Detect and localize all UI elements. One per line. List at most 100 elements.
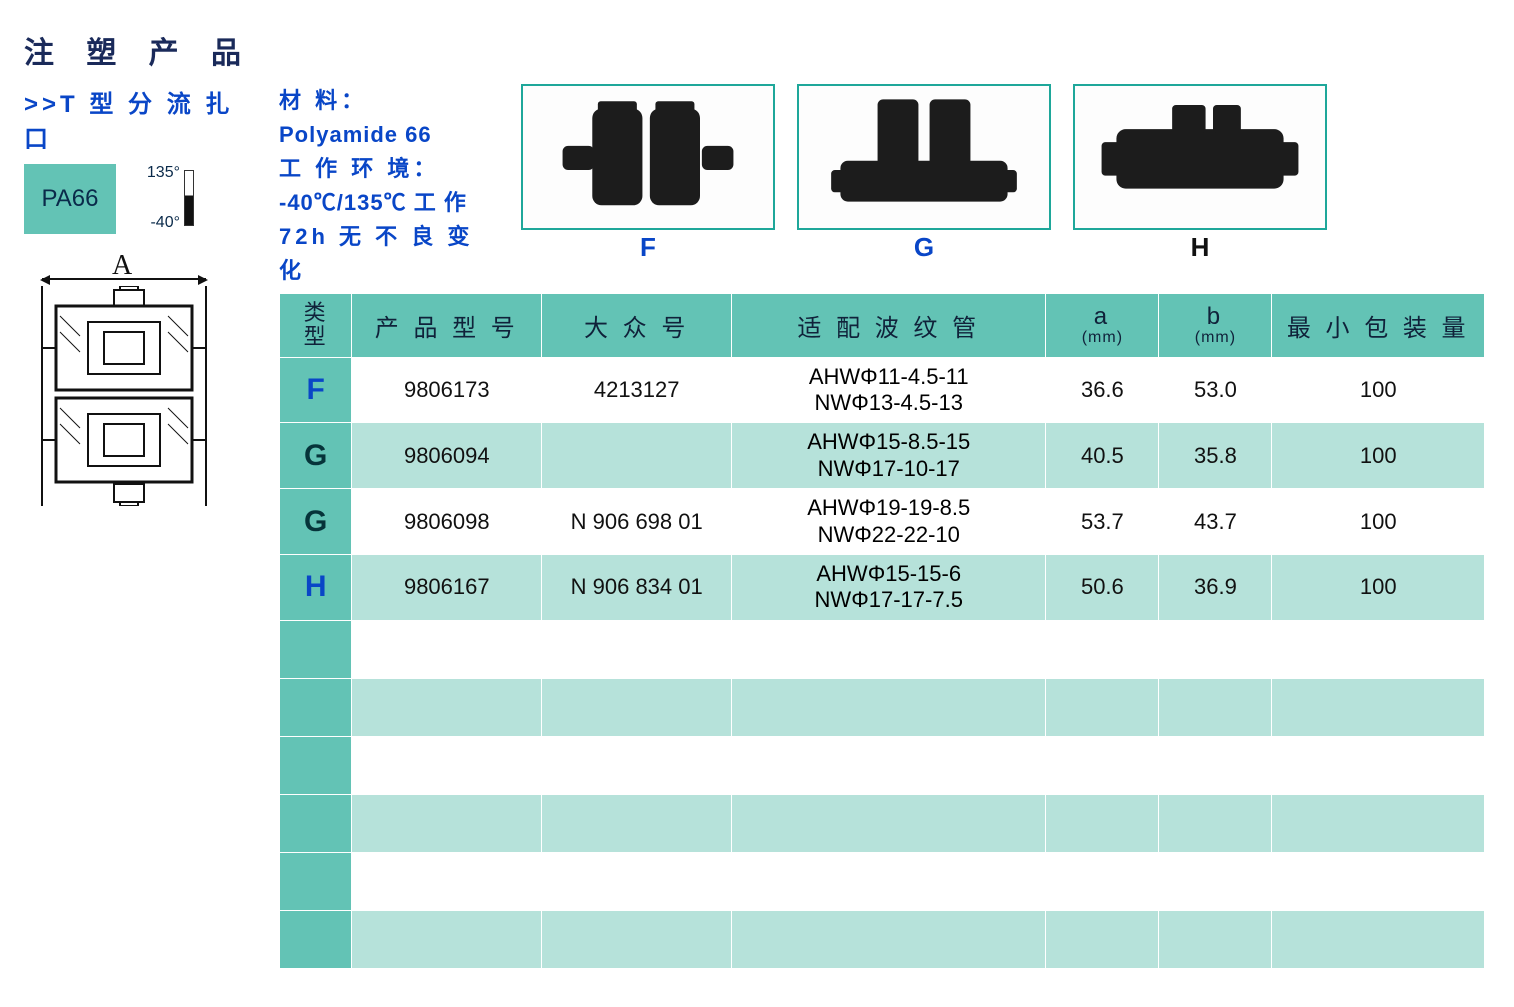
cell-type: F: [280, 357, 352, 423]
cell-empty: [352, 794, 542, 852]
table-row: F98061734213127AHWΦ11-4.5-11 NWΦ13-4.5-1…: [280, 357, 1485, 423]
cell-model: 9806094: [352, 423, 542, 489]
page-heading: 注 塑 产 品: [24, 28, 1490, 72]
cell-empty: [542, 910, 732, 968]
cell-empty: [1272, 678, 1485, 736]
cell-vw: N 906 834 01: [542, 554, 732, 620]
cell-empty: [732, 620, 1046, 678]
table-row: G9806098N 906 698 01AHWΦ19-19-8.5 NWΦ22-…: [280, 489, 1485, 555]
environment-line1: -40℃/135℃ 工 作: [279, 186, 499, 220]
product-image-caption-H: H: [1191, 232, 1210, 263]
left-column: >>T 型 分 流 扎 口 PA66 135° -40° A: [24, 84, 259, 516]
col-header-vw: 大 众 号: [542, 293, 732, 357]
material-label: 材 料：: [279, 84, 499, 118]
drawing-svg: [36, 286, 212, 506]
cell-type: H: [280, 554, 352, 620]
cell-empty: [280, 678, 352, 736]
cell-empty: [1272, 852, 1485, 910]
product-image-card-H: H: [1073, 84, 1327, 263]
cell-empty: [732, 736, 1046, 794]
cell-a: 50.6: [1046, 554, 1159, 620]
product-image-G: [797, 84, 1051, 230]
cell-moq: 100: [1272, 489, 1485, 555]
cell-empty: [1046, 794, 1159, 852]
material-badge: PA66: [24, 164, 116, 234]
cell-empty: [352, 736, 542, 794]
cell-empty: [352, 910, 542, 968]
cell-empty: [732, 852, 1046, 910]
cell-empty: [280, 736, 352, 794]
cell-empty: [1272, 736, 1485, 794]
cell-empty: [732, 678, 1046, 736]
cell-type: G: [280, 489, 352, 555]
cell-empty: [1159, 678, 1272, 736]
cell-empty: [1046, 678, 1159, 736]
cell-b: 53.0: [1159, 357, 1272, 423]
cell-empty: [1159, 852, 1272, 910]
top-row: 材 料： Polyamide 66 工 作 环 境： -40℃/135℃ 工 作…: [279, 84, 1490, 289]
cell-model: 9806167: [352, 554, 542, 620]
cell-empty: [1046, 620, 1159, 678]
cell-type: G: [280, 423, 352, 489]
cell-empty: [280, 910, 352, 968]
technical-drawing: A: [24, 256, 224, 516]
material-name: Polyamide 66: [279, 118, 499, 152]
temperature-badge: 135° -40°: [126, 164, 198, 234]
cell-b: 43.7: [1159, 489, 1272, 555]
table-row-empty: [280, 736, 1485, 794]
table-row: G9806094 AHWΦ15-8.5-15 NWΦ17-10-1740.535.…: [280, 423, 1485, 489]
cell-empty: [732, 794, 1046, 852]
cell-empty: [732, 910, 1046, 968]
cell-empty: [1159, 794, 1272, 852]
cell-a: 40.5: [1046, 423, 1159, 489]
table-row-empty: [280, 620, 1485, 678]
cell-empty: [542, 620, 732, 678]
cell-empty: [1046, 852, 1159, 910]
cell-vw: 4213127: [542, 357, 732, 423]
product-image-H: [1073, 84, 1327, 230]
temp-high: 135°: [147, 164, 180, 182]
cell-empty: [1159, 910, 1272, 968]
col-header-a: a(mm): [1046, 293, 1159, 357]
cell-fit: AHWΦ19-19-8.5 NWΦ22-22-10: [732, 489, 1046, 555]
spec-table-wrap: 类型产 品 型 号大 众 号适 配 波 纹 管a(mm)b(mm)最 小 包 装…: [279, 293, 1485, 969]
table-row: H9806167N 906 834 01AHWΦ15-15-6 NWΦ17-17…: [280, 554, 1485, 620]
product-image-card-G: G: [797, 84, 1051, 263]
cell-a: 53.7: [1046, 489, 1159, 555]
table-row-empty: [280, 678, 1485, 736]
cell-fit: AHWΦ15-8.5-15 NWΦ17-10-17: [732, 423, 1046, 489]
cell-moq: 100: [1272, 554, 1485, 620]
product-image-F: [521, 84, 775, 230]
cell-b: 35.8: [1159, 423, 1272, 489]
table-header-row: 类型产 品 型 号大 众 号适 配 波 纹 管a(mm)b(mm)最 小 包 装…: [280, 293, 1485, 357]
col-header-fit: 适 配 波 纹 管: [732, 293, 1046, 357]
spec-table: 类型产 品 型 号大 众 号适 配 波 纹 管a(mm)b(mm)最 小 包 装…: [279, 293, 1485, 969]
cell-empty: [1046, 910, 1159, 968]
cell-moq: 100: [1272, 423, 1485, 489]
environment-line2: 72h 无 不 良 变 化: [279, 220, 499, 288]
table-row-empty: [280, 910, 1485, 968]
product-image-card-F: F: [521, 84, 775, 263]
cell-empty: [352, 620, 542, 678]
thermometer-icon: [184, 170, 194, 226]
cell-empty: [352, 852, 542, 910]
cell-fit: AHWΦ15-15-6 NWΦ17-17-7.5: [732, 554, 1046, 620]
cell-empty: [352, 678, 542, 736]
cell-model: 9806098: [352, 489, 542, 555]
cell-empty: [542, 678, 732, 736]
cell-empty: [542, 852, 732, 910]
product-image-caption-F: F: [640, 232, 656, 263]
col-header-type: 类型: [280, 293, 352, 357]
environment-label: 工 作 环 境：: [279, 152, 499, 186]
cell-fit: AHWΦ11-4.5-11 NWΦ13-4.5-13: [732, 357, 1046, 423]
cell-empty: [1046, 736, 1159, 794]
drawing-dimension-arrow: [42, 278, 206, 280]
cell-empty: [280, 794, 352, 852]
cell-empty: [1159, 736, 1272, 794]
cell-model: 9806173: [352, 357, 542, 423]
cell-empty: [542, 736, 732, 794]
cell-empty: [1272, 620, 1485, 678]
cell-empty: [280, 852, 352, 910]
cell-empty: [1159, 620, 1272, 678]
table-row-empty: [280, 852, 1485, 910]
